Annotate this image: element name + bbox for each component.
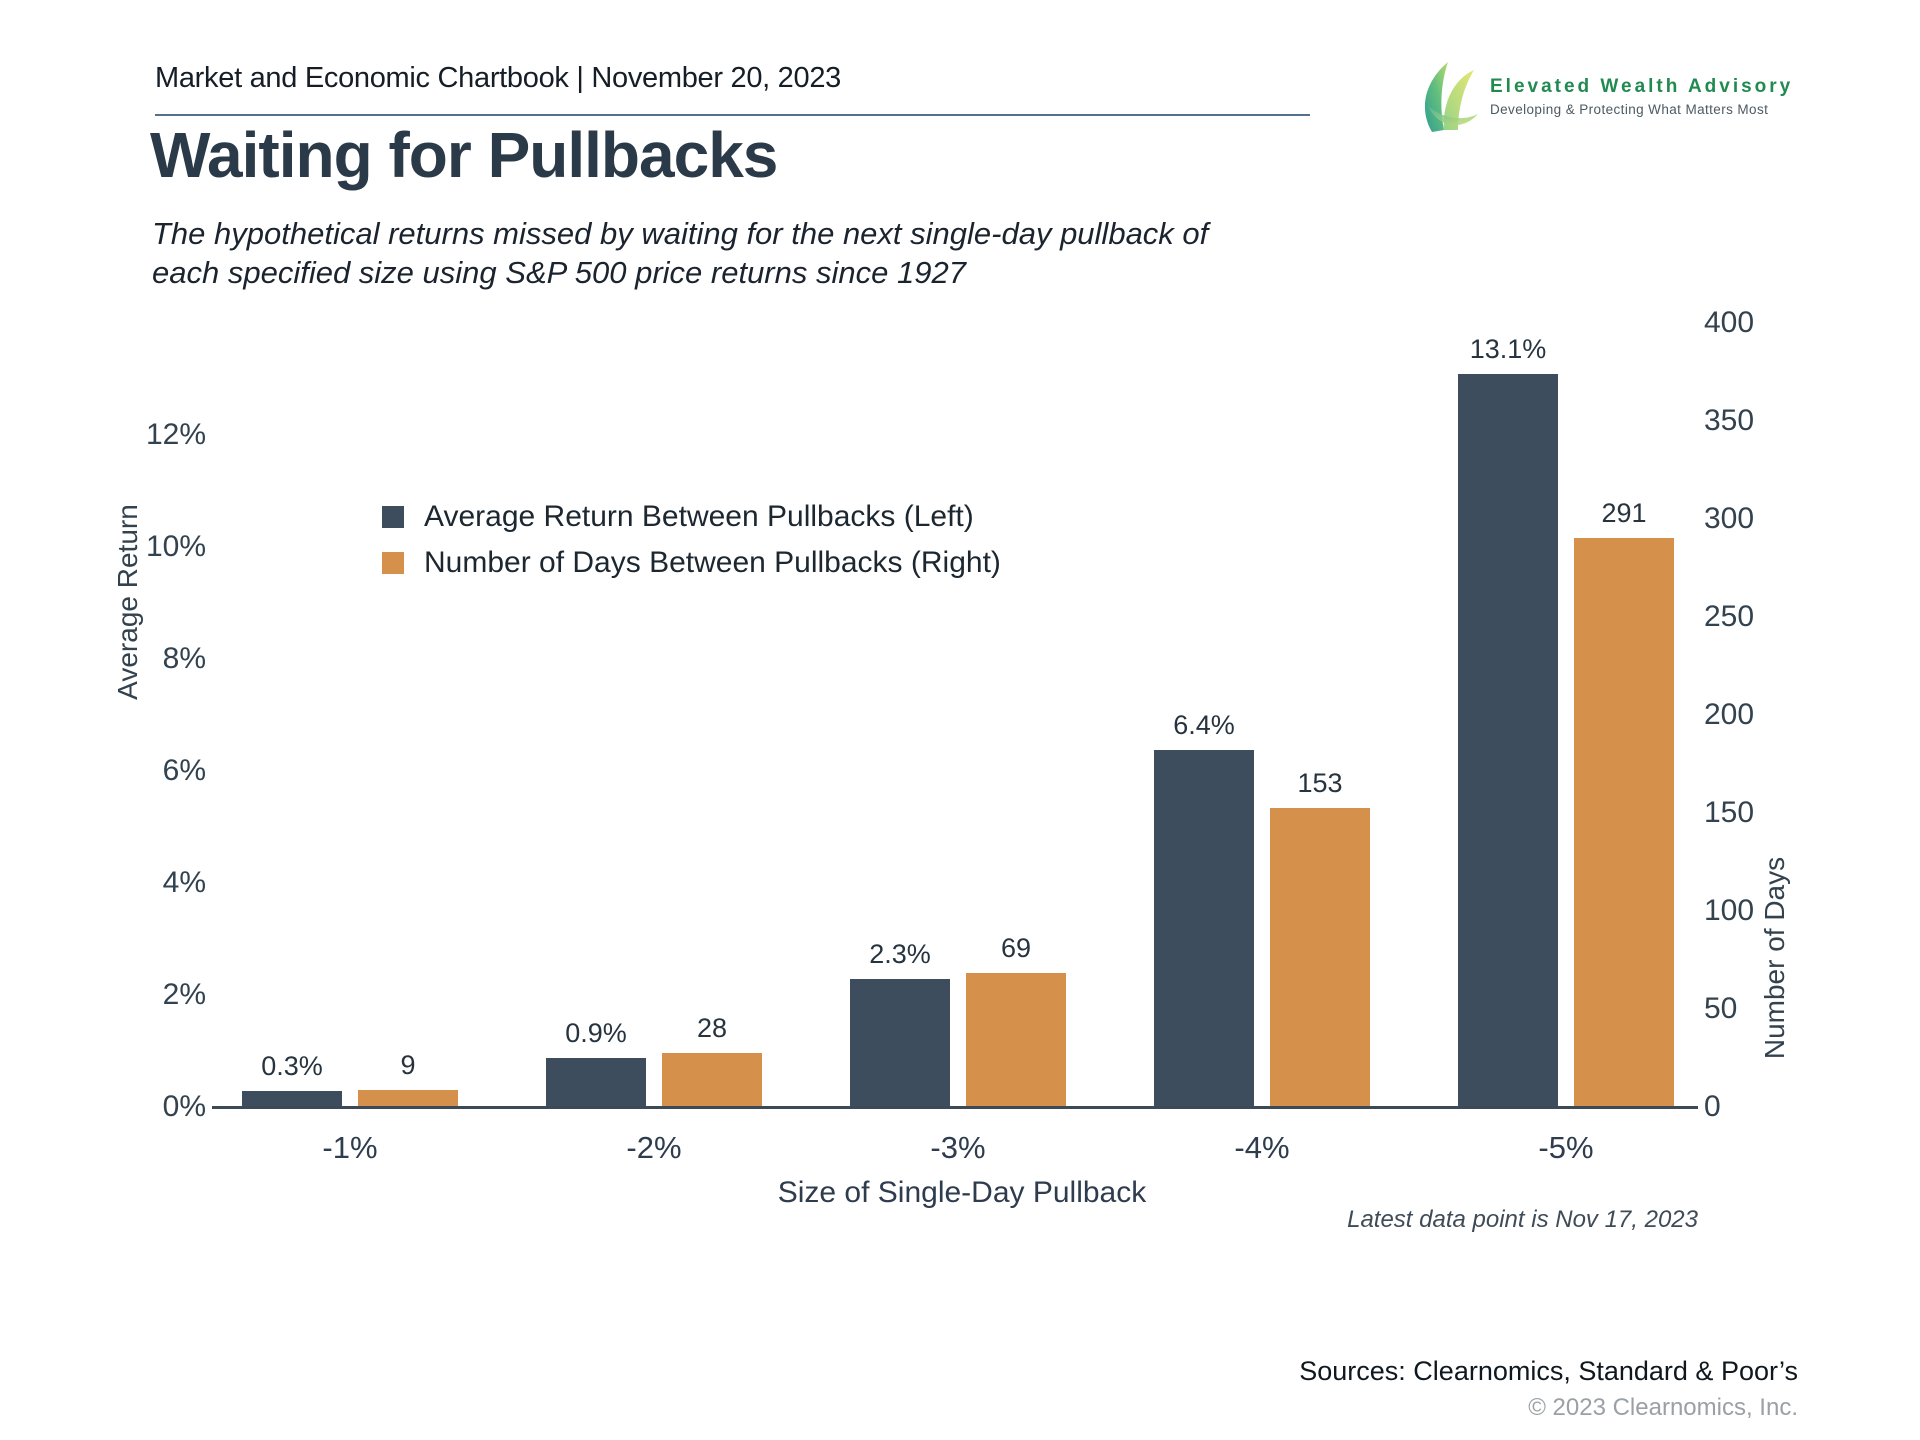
left-axis-title: Average Return <box>112 504 143 700</box>
logo-icon <box>1424 62 1478 132</box>
x-axis-tick: -4% <box>1234 1130 1290 1165</box>
bar-average-return--2% <box>546 1058 646 1108</box>
bar-value-label: 6.4% <box>1173 710 1235 740</box>
bar-value-label: 9 <box>400 1050 416 1080</box>
right-axis-title: Number of Days <box>1759 856 1790 1060</box>
chart-note: Latest data point is Nov 17, 2023 <box>1347 1206 1698 1233</box>
bar-average-return--5% <box>1458 374 1558 1108</box>
x-axis-title: Size of Single-Day Pullback <box>777 1176 1147 1209</box>
bar-average-return--1% <box>242 1091 342 1108</box>
bar-days--1% <box>358 1090 458 1108</box>
left-axis-tick: 4% <box>162 866 206 899</box>
left-axis-tick: 8% <box>162 642 206 675</box>
left-axis-tick: 10% <box>145 530 206 563</box>
legend-label: Average Return Between Pullbacks (Left) <box>424 500 974 533</box>
bar-days--2% <box>662 1053 762 1108</box>
x-axis-tick: -2% <box>626 1130 682 1165</box>
bar-value-label: 2.3% <box>869 939 931 969</box>
left-axis-tick: 0% <box>162 1090 206 1123</box>
header-divider <box>155 114 1310 116</box>
logo-name: Elevated Wealth Advisory <box>1490 76 1794 97</box>
right-axis-tick: 100 <box>1704 894 1755 927</box>
left-axis-tick: 2% <box>162 978 206 1011</box>
right-axis-tick: 350 <box>1704 404 1755 437</box>
bar-value-label: 13.1% <box>1469 334 1547 364</box>
right-axis-tick: 300 <box>1704 502 1755 535</box>
bar-average-return--3% <box>850 979 950 1108</box>
copyright-text: © 2023 Clearnomics, Inc. <box>1528 1394 1798 1421</box>
bar-value-label: 291 <box>1601 498 1647 528</box>
x-axis-line <box>212 1106 1698 1109</box>
legend-item: Number of Days Between Pullbacks (Right) <box>382 546 1001 580</box>
right-axis-tick: 200 <box>1704 698 1755 731</box>
right-axis-tick: 250 <box>1704 600 1755 633</box>
right-axis-tick: 400 <box>1704 306 1755 339</box>
right-axis-tick: 0 <box>1704 1090 1721 1123</box>
bar-value-label: 28 <box>696 1013 728 1043</box>
left-axis-tick: 12% <box>145 418 206 451</box>
bar-days--4% <box>1270 808 1370 1108</box>
right-axis-tick: 50 <box>1704 992 1738 1025</box>
bar-value-label: 69 <box>1000 933 1032 963</box>
bar-average-return--4% <box>1154 750 1254 1108</box>
bar-days--3% <box>966 973 1066 1108</box>
page-subtitle: The hypothetical returns missed by waiti… <box>152 216 1209 291</box>
logo: Elevated Wealth Advisory Developing & Pr… <box>1418 58 1838 138</box>
x-axis-tick: -1% <box>322 1130 378 1165</box>
sources-text: Sources: Clearnomics, Standard & Poor’s <box>1299 1356 1798 1386</box>
logo-tagline: Developing & Protecting What Matters Mos… <box>1490 102 1769 117</box>
bar-value-label: 153 <box>1297 768 1343 798</box>
bar-value-label: 0.3% <box>261 1051 323 1081</box>
bar-days--5% <box>1574 538 1674 1108</box>
legend-item: Average Return Between Pullbacks (Left) <box>382 500 1001 534</box>
chart-legend: Average Return Between Pullbacks (Left) N… <box>382 500 1001 592</box>
legend-swatch-icon <box>382 506 404 528</box>
bar-value-label: 0.9% <box>565 1018 627 1048</box>
x-axis-tick: -3% <box>930 1130 986 1165</box>
legend-swatch-icon <box>382 552 404 574</box>
header-title: Market and Economic Chartbook | November… <box>155 62 841 94</box>
x-axis-tick: -5% <box>1538 1130 1594 1165</box>
right-axis-tick: 150 <box>1704 796 1755 829</box>
left-axis-tick: 6% <box>162 754 206 787</box>
legend-label: Number of Days Between Pullbacks (Right) <box>424 546 1001 579</box>
page-title: Waiting for Pullbacks <box>150 119 778 191</box>
